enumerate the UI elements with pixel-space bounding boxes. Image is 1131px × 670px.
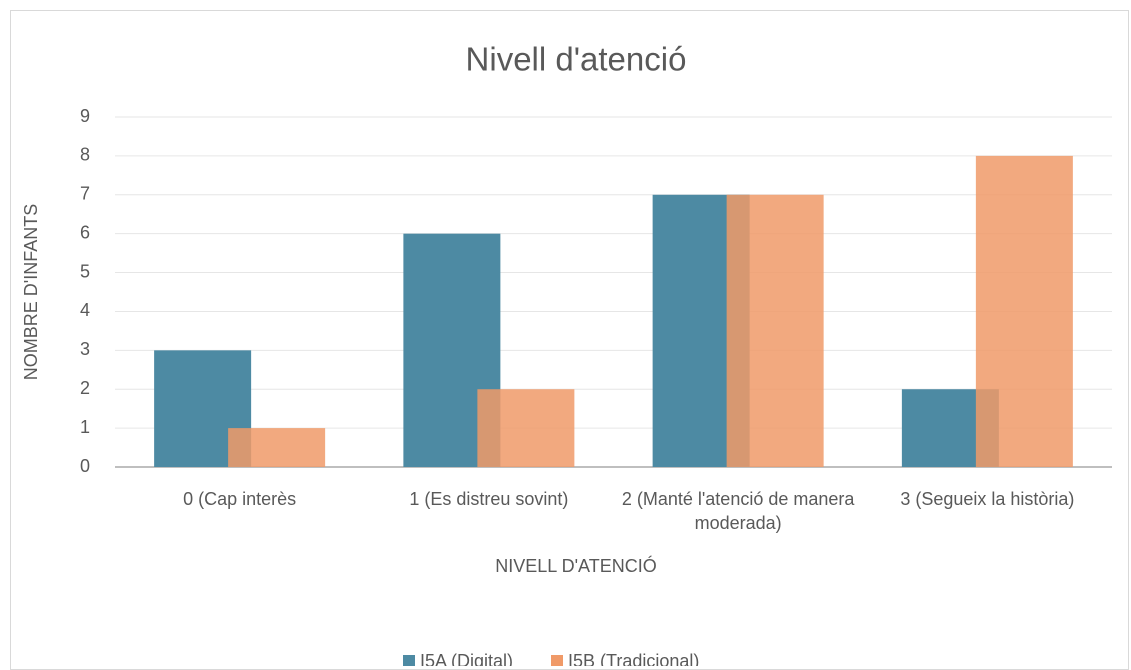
y-tick-label: 2 — [80, 378, 90, 398]
x-tick-label: 2 (Manté l'atenció de manera moderada) — [621, 489, 855, 533]
y-tick-label: 9 — [80, 106, 90, 126]
x-tick-label: 1 (Es distreu sovint) — [409, 489, 569, 509]
y-tick-label: 6 — [80, 222, 90, 242]
y-tick-label: 3 — [80, 339, 90, 359]
y-tick-label: 5 — [80, 261, 90, 281]
x-axis-label: NIVELL D'ATENCIÓ — [495, 555, 656, 576]
x-tick-label: 0 (Cap interès — [183, 489, 297, 509]
x-tick-label: 3 (Segueix la història) — [900, 489, 1075, 509]
bar — [726, 194, 824, 467]
legend-label: I5A (Digital) — [420, 651, 513, 666]
y-tick-label: 4 — [80, 300, 90, 320]
y-tick-label: 0 — [80, 456, 90, 476]
y-tick-label: 1 — [80, 417, 90, 437]
y-tick-label: 7 — [80, 184, 90, 204]
legend-label: I5B (Tradicional) — [568, 651, 699, 666]
bar — [975, 155, 1073, 467]
legend-swatch — [403, 655, 415, 666]
bar — [228, 428, 326, 467]
legend-swatch — [551, 655, 563, 666]
chart-title: Nivell d'atenció — [466, 41, 687, 78]
bar — [477, 389, 575, 467]
y-axis-label: NOMBRE D'INFANTS — [21, 204, 41, 380]
y-tick-label: 8 — [80, 145, 90, 165]
